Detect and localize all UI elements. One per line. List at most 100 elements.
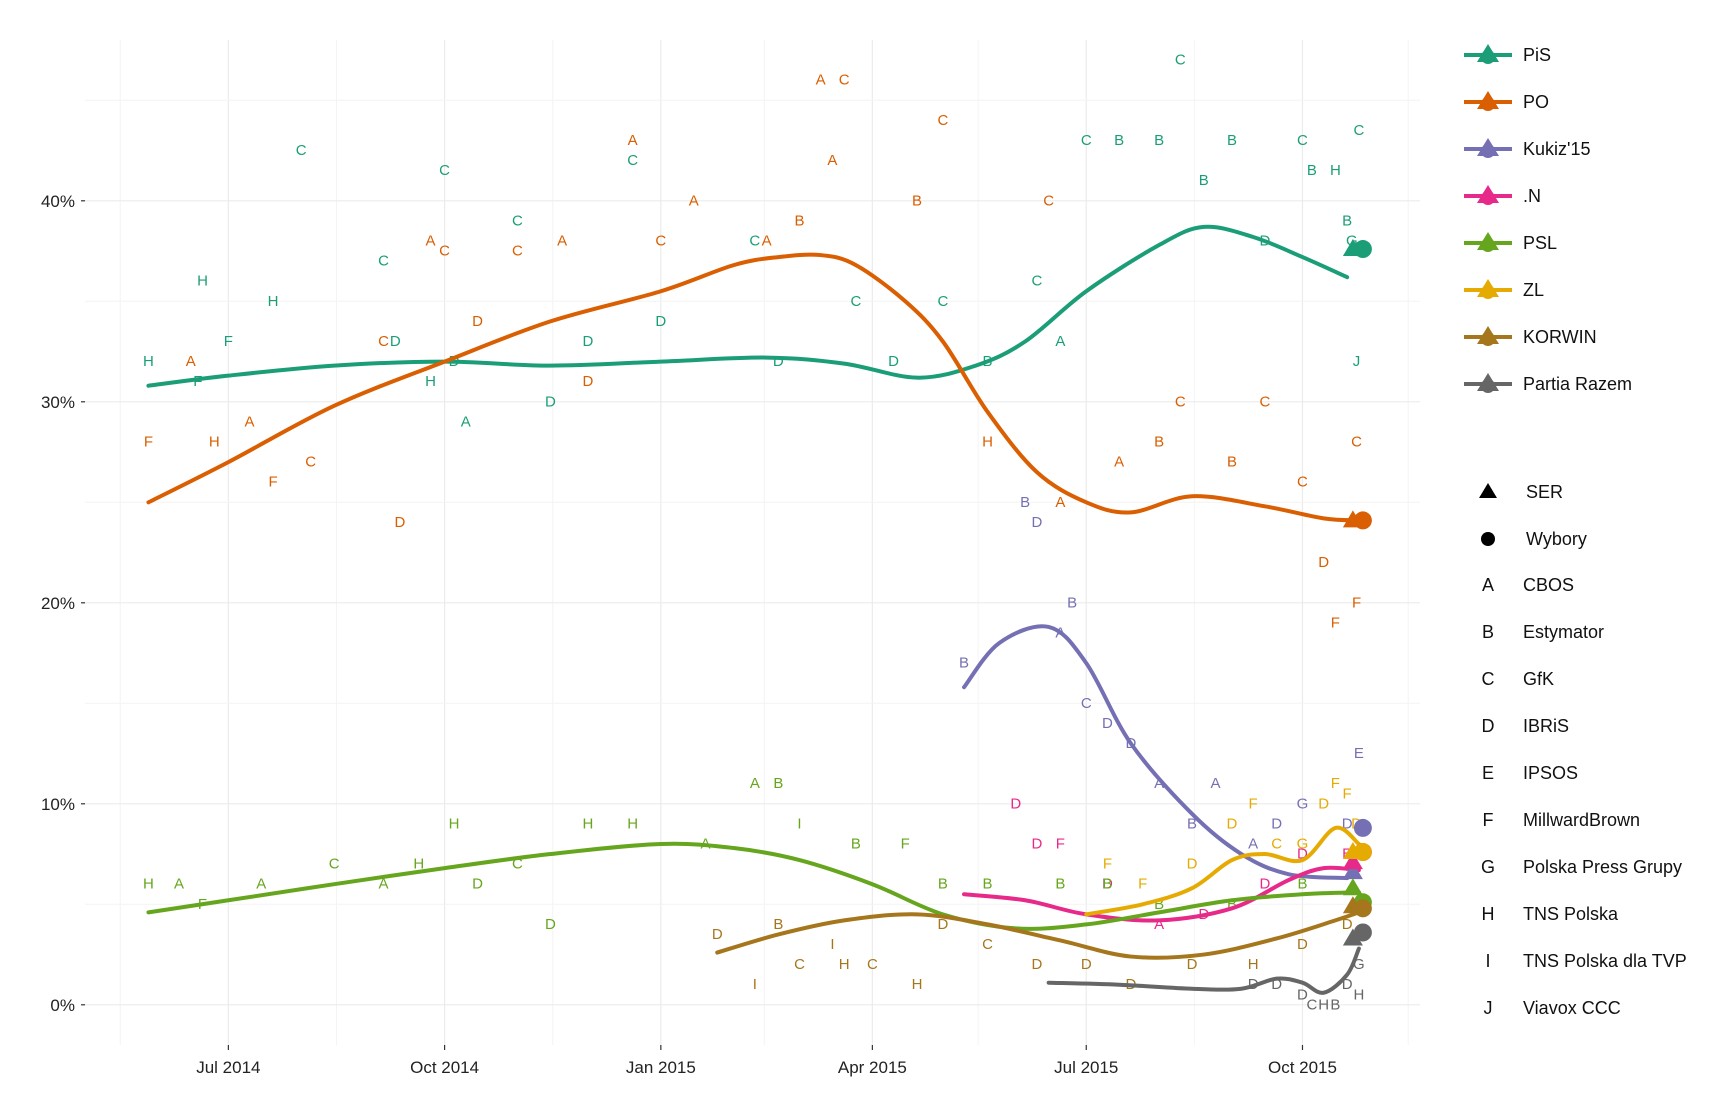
poll-point: C xyxy=(1297,132,1308,149)
poll-point: A xyxy=(762,233,772,250)
poll-point: B xyxy=(1227,896,1237,913)
trend-line xyxy=(146,841,1361,931)
poll-point: D xyxy=(1259,876,1270,893)
poll-point: C xyxy=(867,956,878,973)
poll-point: C xyxy=(1259,393,1270,410)
legend-pollster-label: Polska Press Grupy xyxy=(1523,857,1682,877)
legend-pollster-item: H TNS Polska xyxy=(1482,904,1620,924)
poll-point: C xyxy=(1081,695,1092,712)
wybory-marker xyxy=(1353,240,1372,259)
y-tick-label: 20% xyxy=(41,594,75,613)
legend-pollster-label: CBOS xyxy=(1523,575,1574,595)
trend-line xyxy=(962,624,1350,881)
poll-point: B xyxy=(1199,172,1209,189)
legend-pollster-label: TNS Polska xyxy=(1523,904,1619,924)
poll-point: C xyxy=(839,72,850,89)
poll-point: C xyxy=(1351,434,1362,451)
poll-point: D xyxy=(888,353,899,370)
poll-point: D xyxy=(773,353,784,370)
poll-point: I xyxy=(753,976,757,993)
legend: PiS PO Kukiz'15 .N PSL ZL KORWIN Partia Razem SE… xyxy=(1464,44,1687,1018)
poll-point: D xyxy=(1010,795,1021,812)
legend-series-label: KORWIN xyxy=(1523,327,1597,347)
poll-point: C xyxy=(1031,273,1042,290)
legend-pollster-item: F MillwardBrown xyxy=(1483,810,1641,830)
poll-point: H xyxy=(1248,956,1259,973)
poll-point: H xyxy=(627,815,638,832)
poll-point: D xyxy=(1227,815,1238,832)
x-tick-label: Oct 2015 xyxy=(1268,1058,1337,1077)
poll-point: C xyxy=(1043,192,1054,209)
poll-point: B xyxy=(1154,434,1164,451)
poll-point: C xyxy=(1271,836,1282,853)
axis-layer: 0% 10% 20% 30% 40% Jul 2014 Oct 2014 Jan 2015 Ap… xyxy=(41,192,1337,1077)
poll-point: D xyxy=(545,393,556,410)
legend-series-item: Kukiz'15 xyxy=(1464,138,1590,159)
poll-point: F xyxy=(1056,836,1065,853)
poll-point: F xyxy=(1138,876,1147,893)
poll-point: G xyxy=(1297,836,1309,853)
poll-point: A xyxy=(816,72,826,89)
poll-point: C xyxy=(749,233,760,250)
poll-point: A xyxy=(750,775,760,792)
trend-line xyxy=(146,224,1350,388)
poll-point: H xyxy=(583,815,594,832)
poll-point: A xyxy=(1055,333,1065,350)
poll-point: B xyxy=(851,836,861,853)
poll-point: D xyxy=(1318,554,1329,571)
y-tick-label: 40% xyxy=(41,192,75,211)
trend-line xyxy=(1084,825,1361,917)
poll-point: E xyxy=(1354,745,1364,762)
wybory-marker xyxy=(1353,923,1372,942)
poll-point: D xyxy=(1318,795,1329,812)
x-tick-label: Jul 2014 xyxy=(196,1058,260,1077)
legend-circle-swatch xyxy=(1481,50,1495,64)
poll-point: A xyxy=(1248,836,1258,853)
poll-point: F xyxy=(1103,856,1112,873)
poll-point: C xyxy=(296,142,307,159)
poll-point: A xyxy=(1211,775,1221,792)
legend-shape-label: SER xyxy=(1526,482,1563,502)
legend-pollster-label: GfK xyxy=(1523,669,1554,689)
poll-point: H xyxy=(1318,996,1329,1013)
poll-point: C xyxy=(937,112,948,129)
poll-point: I xyxy=(797,815,801,832)
poll-point: C xyxy=(1306,996,1317,1013)
poll-point: F xyxy=(1352,594,1361,611)
poll-point: A xyxy=(174,876,184,893)
legend-pollster-item: J Viavox CCC xyxy=(1484,998,1621,1018)
poll-letters-layer: HFHFHCCDHCDACDDCDCDCDCBCACBBCBBDCBHBCGJF… xyxy=(143,52,1365,1014)
poll-point: B xyxy=(1102,876,1112,893)
poll-point: D xyxy=(1081,956,1092,973)
poll-point: D xyxy=(1342,976,1353,993)
poll-point: C xyxy=(305,454,316,471)
poll-point: H xyxy=(912,976,923,993)
poll-point: H xyxy=(268,293,279,310)
poll-point: A xyxy=(461,413,471,430)
legend-series-item: Partia Razem xyxy=(1464,373,1632,394)
legend-series-item: .N xyxy=(1464,185,1541,206)
poll-point: B xyxy=(1342,212,1352,229)
poll-point: I xyxy=(830,936,834,953)
poll-point: A xyxy=(689,192,699,209)
poll-point: A xyxy=(557,233,567,250)
poll-point: A xyxy=(378,876,388,893)
legend-series-label: PO xyxy=(1523,92,1549,112)
ser-marker xyxy=(1342,928,1363,946)
poll-point: B xyxy=(1330,996,1340,1013)
y-tick-label: 30% xyxy=(41,393,75,412)
poll-point: D xyxy=(1297,846,1308,863)
poll-point: C xyxy=(512,856,523,873)
poll-point: F xyxy=(1343,785,1352,802)
poll-point: H xyxy=(982,434,993,451)
poll-point: C xyxy=(1353,122,1364,139)
poll-point: C xyxy=(378,253,389,270)
poll-point: D xyxy=(390,333,401,350)
poll-point: B xyxy=(773,916,783,933)
poll-point: D xyxy=(472,313,483,330)
trend-line xyxy=(146,252,1361,523)
poll-point: H xyxy=(839,956,850,973)
legend-series-item: KORWIN xyxy=(1464,326,1597,347)
poll-point: D xyxy=(1342,916,1353,933)
